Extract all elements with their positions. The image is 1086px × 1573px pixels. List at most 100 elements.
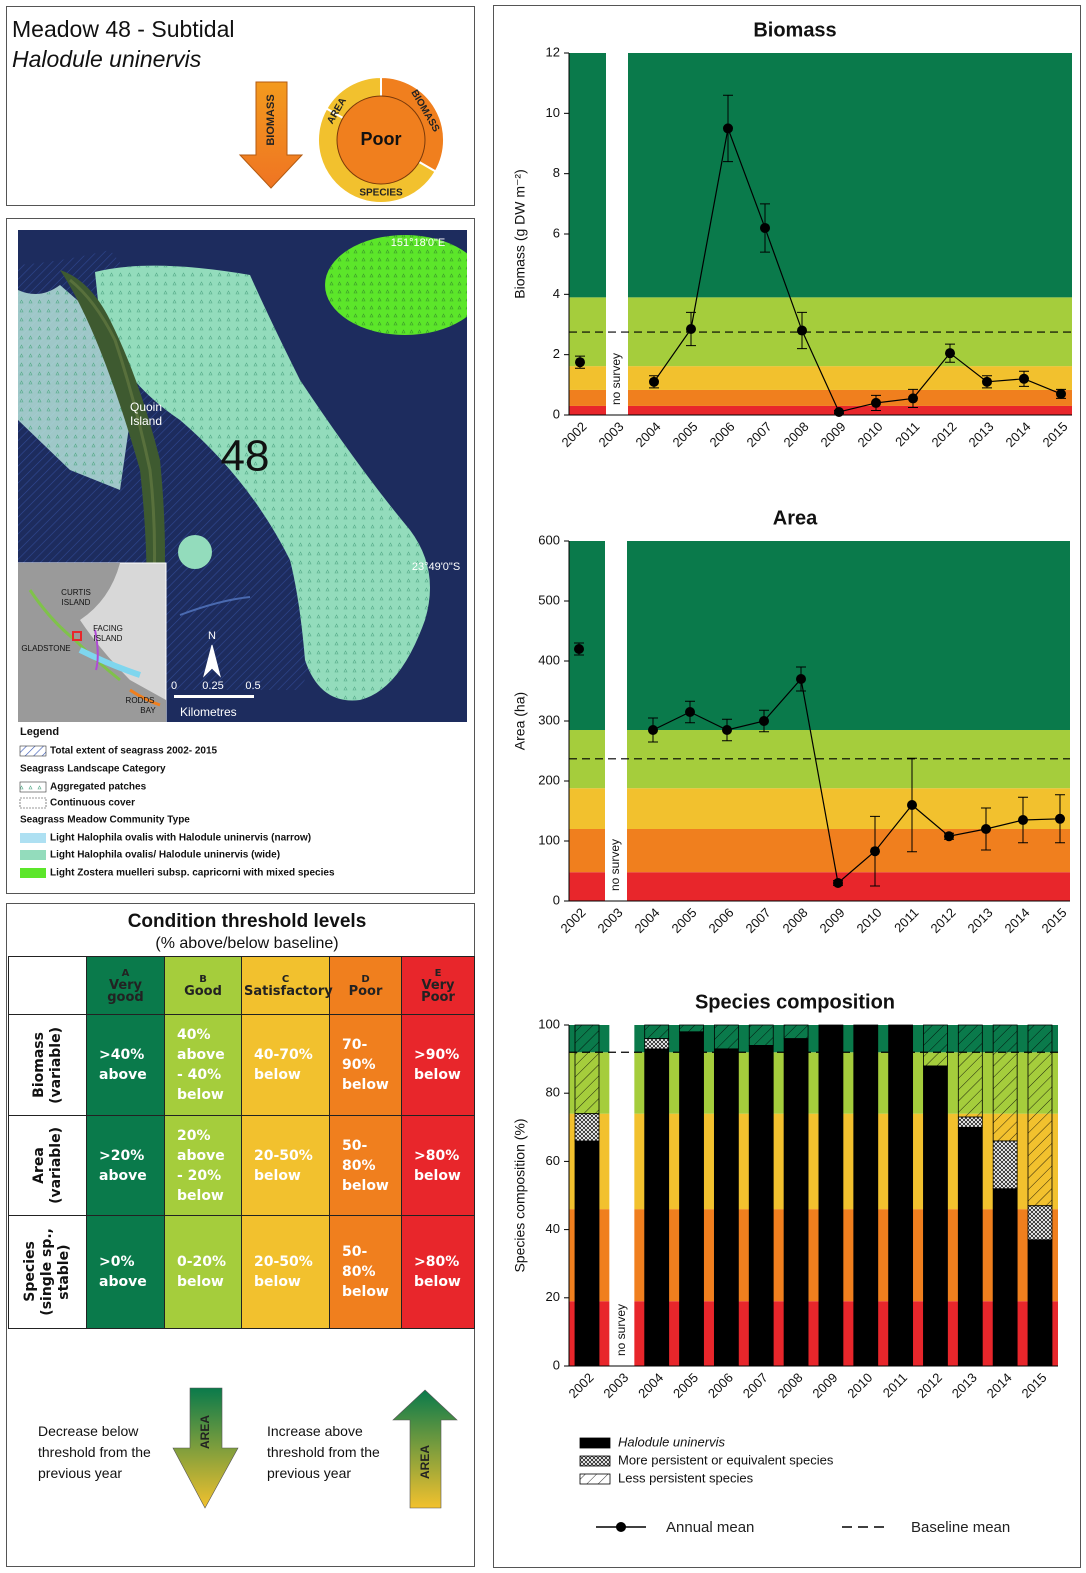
mean-point bbox=[982, 377, 992, 387]
bar-segment bbox=[993, 1141, 1017, 1189]
mean-point bbox=[1056, 389, 1066, 399]
threshold-band bbox=[569, 788, 1070, 829]
legend-label: Total extent of seagrass 2002- 2015 bbox=[50, 746, 218, 757]
legend-label: More persistent or equivalent species bbox=[618, 1452, 834, 1467]
meadow-number: 48 bbox=[221, 432, 270, 481]
threshold-band bbox=[569, 1025, 1058, 1052]
threshold-cell: 0-20% below bbox=[165, 1216, 242, 1329]
y-tick-label: 0 bbox=[553, 406, 560, 421]
chart-title: Species composition bbox=[695, 991, 895, 1013]
legend-swatch bbox=[20, 850, 46, 860]
threshold-cell: >20% above bbox=[87, 1116, 165, 1216]
decrease-key: Decrease below threshold from the previo… bbox=[38, 1421, 168, 1484]
species-name: Halodule uninervis bbox=[12, 46, 202, 72]
bar-segment bbox=[993, 1025, 1017, 1141]
legend-label: Halodule uninervis bbox=[618, 1434, 725, 1449]
bar-segment bbox=[819, 1025, 843, 1366]
threshold-band bbox=[569, 366, 1072, 390]
scale-label: 0 bbox=[171, 680, 177, 692]
threshold-cell: 70-90% below bbox=[330, 1015, 402, 1116]
mean-point bbox=[796, 674, 806, 684]
page-graphics: Meadow 48 - Subtidal Halodule uninervis … bbox=[0, 0, 1086, 1573]
bar-segment bbox=[1028, 1240, 1052, 1366]
threshold-cell: 50-80% below bbox=[330, 1116, 402, 1216]
legend-swatch bbox=[20, 746, 46, 756]
row-label: Species(single sp.,stable) bbox=[22, 1228, 73, 1316]
grade-name: Very good bbox=[89, 980, 162, 1004]
meadow-title: Meadow 48 - Subtidal bbox=[12, 16, 234, 42]
row-label-line: (single sp., bbox=[39, 1228, 56, 1316]
bar-segment bbox=[958, 1127, 982, 1366]
row-label-line: stable) bbox=[56, 1228, 73, 1316]
row-label-line: Area bbox=[31, 1127, 48, 1204]
no-survey-label: no survey bbox=[609, 353, 623, 405]
legend-label: Baseline mean bbox=[911, 1519, 1010, 1536]
inset-label: RODDS bbox=[126, 696, 155, 705]
row-label-line: Species bbox=[22, 1228, 39, 1316]
scale-unit: Kilometres bbox=[180, 705, 237, 719]
longitude-label: 151°18'0"E bbox=[391, 237, 445, 249]
mean-point bbox=[574, 644, 584, 654]
threshold-cell: 50-80% below bbox=[330, 1216, 402, 1329]
legend-label: Light Halophila ovalis/ Halodule uninerv… bbox=[50, 850, 280, 861]
threshold-cell: 20% above - 20% below bbox=[165, 1116, 242, 1216]
bar-segment bbox=[714, 1049, 738, 1366]
threshold-cell: 20-50% below bbox=[242, 1216, 330, 1329]
bar-segment bbox=[645, 1039, 669, 1049]
bar-segment bbox=[749, 1045, 773, 1366]
y-tick-label: 200 bbox=[538, 772, 560, 787]
threshold-band bbox=[569, 829, 1070, 872]
mean-point bbox=[760, 223, 770, 233]
y-axis-label: Area (ha) bbox=[512, 692, 528, 750]
mean-point bbox=[833, 878, 843, 888]
mean-point bbox=[722, 725, 732, 735]
mean-point bbox=[649, 377, 659, 387]
threshold-band bbox=[569, 53, 1072, 297]
island-label: Island bbox=[130, 414, 162, 428]
y-tick-label: 8 bbox=[553, 165, 560, 180]
bar-segment bbox=[923, 1066, 947, 1366]
bar-segment bbox=[993, 1189, 1017, 1366]
mean-point bbox=[945, 348, 955, 358]
mean-point bbox=[1018, 815, 1028, 825]
threshold-subtitle: (% above/below baseline) bbox=[155, 935, 338, 952]
grade-name: Very Poor bbox=[404, 980, 472, 1004]
threshold-cell: >40% above bbox=[87, 1015, 165, 1116]
arrow-label: AREA bbox=[198, 1415, 212, 1449]
chart-title: Biomass bbox=[753, 19, 836, 41]
legend-label: Light Halophila ovalis with Halodule uni… bbox=[50, 833, 311, 844]
row-header: Species(single sp.,stable) bbox=[9, 1216, 87, 1329]
row-label-line: (variable) bbox=[48, 1027, 65, 1104]
bar-segment bbox=[958, 1117, 982, 1127]
bar-segment bbox=[784, 1039, 808, 1366]
bar-segment bbox=[575, 1114, 599, 1141]
threshold-band bbox=[569, 1114, 1058, 1209]
trend-label: BIOMASS bbox=[265, 94, 277, 145]
threshold-title: Condition threshold levels bbox=[128, 911, 367, 932]
y-tick-label: 0 bbox=[553, 892, 560, 907]
threshold-cell: 40% above - 40% below bbox=[165, 1015, 242, 1116]
legend-swatch bbox=[20, 868, 46, 878]
threshold-band bbox=[569, 406, 1072, 415]
bar-segment bbox=[784, 1025, 808, 1039]
y-tick-label: 300 bbox=[538, 712, 560, 727]
y-tick-label: 4 bbox=[553, 286, 560, 301]
legend-title: Legend bbox=[20, 726, 59, 738]
y-tick-label: 600 bbox=[538, 532, 560, 547]
page: Meadow 48 - Subtidal Halodule uninervis … bbox=[0, 0, 1086, 1573]
legend-swatch bbox=[580, 1438, 610, 1448]
bar-segment bbox=[749, 1025, 773, 1045]
legend-label: Aggregated patches bbox=[50, 782, 147, 793]
bar-segment bbox=[854, 1025, 878, 1366]
threshold-cell: >90% below bbox=[402, 1015, 475, 1116]
island-label: Quoin bbox=[130, 400, 162, 414]
y-tick-label: 60 bbox=[546, 1153, 560, 1168]
threshold-cell: >80% below bbox=[402, 1216, 475, 1329]
y-tick-label: 100 bbox=[538, 1016, 560, 1031]
threshold-band bbox=[569, 1301, 1058, 1366]
